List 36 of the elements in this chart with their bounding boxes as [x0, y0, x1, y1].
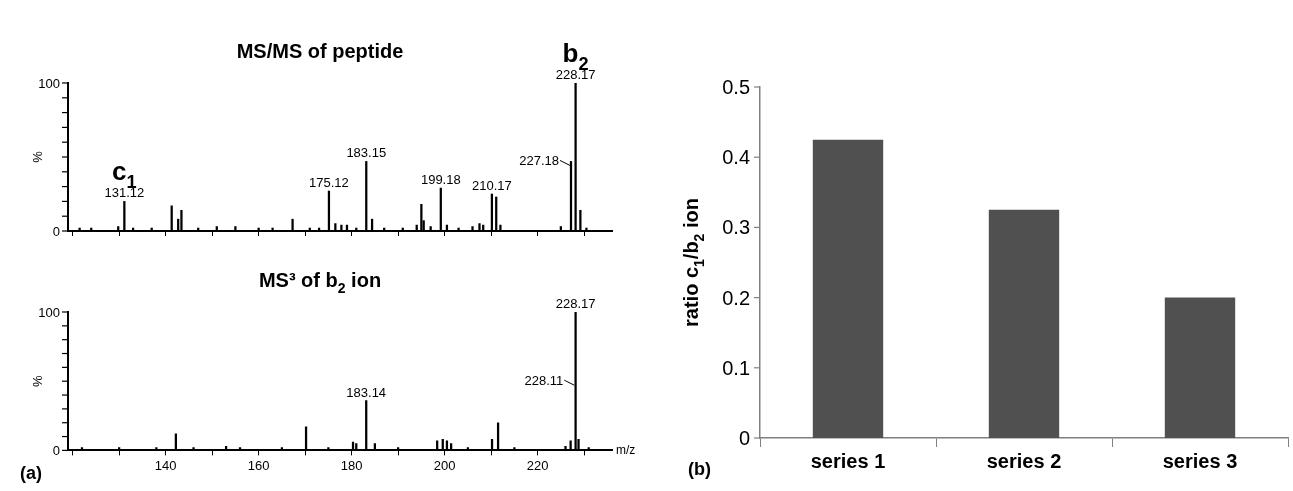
- annotation: 183.14: [346, 384, 387, 400]
- y-tick-label: 0: [52, 442, 60, 458]
- chart-title: MS/MS of peptide: [236, 40, 404, 62]
- y-tick-label: 100: [38, 75, 61, 91]
- x-tick-label: series 2: [986, 449, 1062, 472]
- y-axis-title: %: [30, 374, 45, 387]
- y-tick-label: 0.4: [722, 146, 751, 169]
- y-tick-label: 0.1: [722, 356, 751, 379]
- y-tick-label: 100: [38, 304, 61, 320]
- x-tick-label: series 1: [810, 449, 886, 472]
- y-tick-label: 0.2: [722, 286, 751, 309]
- x-tick-label: 200: [433, 457, 456, 473]
- bar: [1164, 297, 1236, 438]
- x-tick-label: 220: [526, 457, 549, 473]
- y-tick-label: 0: [52, 223, 60, 239]
- x-tick-label: 160: [247, 457, 270, 473]
- y-axis-title: ratio c1/b2 ion: [680, 198, 707, 327]
- y-tick-label: 0.3: [722, 216, 751, 239]
- annotation: 183.15: [346, 145, 387, 161]
- x-tick-label: series 3: [1162, 449, 1238, 472]
- x-axis-title: m/z: [616, 443, 636, 458]
- bar: [812, 139, 884, 438]
- y-tick-label: 0.5: [722, 76, 751, 98]
- annotation: 228.17: [555, 296, 596, 311]
- annotation: 175.12: [309, 175, 349, 191]
- annotation: 210.17: [472, 178, 512, 193]
- x-tick-label: 140: [154, 457, 177, 473]
- text: (b): [688, 459, 711, 479]
- x-tick-label: 180: [340, 457, 363, 473]
- annotation: 228.11: [524, 373, 564, 389]
- y-axis-title: %: [30, 150, 45, 163]
- text: (a): [20, 463, 42, 483]
- bar: [988, 209, 1060, 438]
- y-tick-label: 0: [738, 427, 750, 449]
- annotation: 227.18: [519, 153, 559, 169]
- annotation: 199.18: [420, 172, 461, 188]
